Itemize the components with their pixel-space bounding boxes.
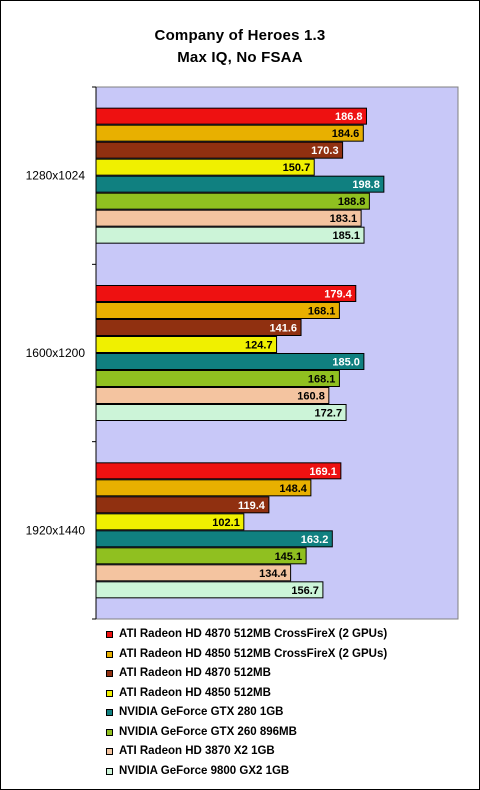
bar-value-label: 168.1 — [308, 306, 336, 318]
legend-item: NVIDIA GeForce GTX 280 1GB — [106, 703, 387, 723]
category-label: 1280x1024 — [26, 169, 86, 183]
bar-value-label: 183.1 — [330, 213, 358, 225]
bar-value-label: 172.7 — [315, 408, 343, 420]
bar — [95, 581, 324, 599]
bar-value-label: 185.0 — [332, 357, 360, 369]
category-label: 1600x1200 — [26, 346, 86, 360]
bar — [95, 124, 364, 142]
bar-value-label: 134.4 — [259, 568, 287, 580]
bar — [95, 387, 330, 404]
bar — [95, 192, 370, 210]
bar — [95, 302, 340, 319]
bar — [95, 513, 245, 531]
bar — [95, 336, 278, 353]
bar — [95, 175, 385, 193]
bar-value-label: 188.8 — [338, 196, 366, 208]
bar — [95, 547, 307, 565]
bar-value-label: 185.1 — [332, 230, 360, 242]
legend-item: ATI Radeon HD 3870 X2 1GB — [106, 742, 387, 762]
legend-swatch — [106, 748, 113, 755]
bar-value-label: 186.8 — [335, 111, 363, 123]
legend-label: ATI Radeon HD 4870 512MB CrossFireX (2 G… — [119, 628, 388, 640]
bar — [95, 479, 312, 497]
bar-value-label: 163.2 — [301, 534, 329, 546]
legend-item: NVIDIA GeForce GTX 260 896MB — [106, 723, 387, 743]
bar — [95, 496, 270, 514]
bar — [95, 370, 340, 387]
bar — [95, 319, 302, 336]
bar — [95, 158, 315, 176]
legend-label: ATI Radeon HD 3870 X2 1GB — [119, 745, 275, 757]
bar — [95, 226, 365, 244]
bar-value-label: 102.1 — [212, 517, 240, 529]
legend-swatch — [106, 767, 113, 775]
chart-subtitle: Max IQ, No FSAA — [177, 49, 303, 66]
legend-item: ATI Radeon HD 4850 512MB — [106, 684, 387, 704]
bar — [95, 564, 292, 582]
bar — [95, 404, 347, 421]
legend-item: NVIDIA GeForce 9800 GX2 1GB — [106, 762, 387, 782]
bar — [95, 530, 333, 548]
legend-label: NVIDIA GeForce 9800 GX2 1GB — [119, 764, 290, 777]
legend: ATI Radeon HD 4870 512MB CrossFireX (2 G… — [106, 625, 387, 781]
category-label: 1920x1440 — [26, 523, 86, 537]
legend-label: NVIDIA GeForce GTX 260 896MB — [119, 725, 297, 738]
bar-value-label: 170.3 — [311, 145, 339, 157]
bar-chart-plot: 1280x1024 1600x1200 1920x1440 186.8 184.6 17… — [26, 86, 459, 620]
legend-label: NVIDIA GeForce GTX 280 1GB — [119, 706, 284, 718]
legend-item: ATI Radeon HD 4870 512MB CrossFireX (2 G… — [106, 625, 387, 645]
bar-value-label: 168.1 — [308, 374, 336, 386]
bar-value-label: 198.8 — [352, 179, 380, 191]
bar — [95, 141, 344, 159]
bar-value-label: 169.1 — [309, 466, 337, 478]
legend-label: ATI Radeon HD 4870 512MB — [119, 667, 271, 679]
chart-title: Company of Heroes 1.3 — [154, 27, 326, 44]
bar — [95, 285, 357, 302]
legend-label: ATI Radeon HD 4850 512MB — [119, 686, 271, 699]
category-axis: 1280x1024 1600x1200 1920x1440 — [26, 86, 97, 620]
legend-item: ATI Radeon HD 4870 512MB — [106, 664, 387, 684]
legend-swatch — [106, 709, 113, 716]
bar-value-label: 141.6 — [270, 323, 298, 335]
legend-swatch — [106, 670, 113, 677]
legend-swatch — [106, 631, 113, 638]
bar — [95, 462, 342, 480]
bar-value-label: 184.6 — [332, 128, 360, 140]
bar-value-label: 119.4 — [238, 500, 266, 512]
bar-value-label: 160.8 — [297, 391, 325, 403]
bar-value-label: 150.7 — [283, 162, 311, 174]
bar — [95, 107, 367, 125]
bar-value-label: 179.4 — [324, 289, 352, 301]
legend-swatch — [106, 728, 113, 736]
bar — [95, 353, 365, 370]
legend-swatch — [106, 650, 113, 658]
bar — [95, 209, 362, 227]
bar-value-label: 148.4 — [279, 483, 307, 495]
legend-label: ATI Radeon HD 4850 512MB CrossFireX (2 G… — [119, 647, 388, 660]
bar-value-label: 145.1 — [275, 551, 303, 563]
legend-item: ATI Radeon HD 4850 512MB CrossFireX (2 G… — [106, 645, 387, 665]
bar-value-label: 156.7 — [291, 585, 319, 597]
legend-swatch — [106, 689, 113, 697]
bar-value-label: 124.7 — [245, 340, 273, 352]
